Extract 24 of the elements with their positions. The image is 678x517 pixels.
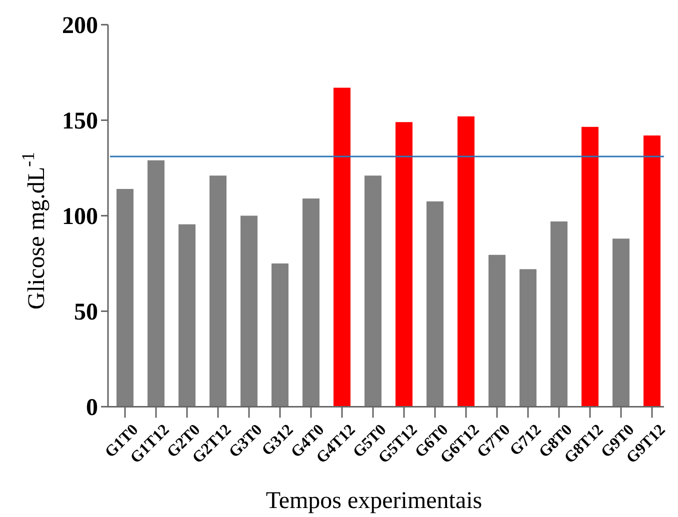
- bar: [334, 88, 350, 407]
- bar: [116, 188, 134, 407]
- x-axis-title: Tempos experimentais: [266, 488, 482, 514]
- bar: [364, 176, 382, 407]
- y-tick-label: 200: [62, 13, 98, 40]
- bar: [520, 269, 536, 407]
- bar: [644, 135, 660, 407]
- bar: [396, 122, 412, 407]
- bar: [240, 216, 258, 407]
- bar: [210, 176, 226, 407]
- y-tick-label: 50: [74, 300, 98, 326]
- y-tick-label: 150: [62, 108, 98, 135]
- bar: [426, 201, 444, 407]
- y-tick-label: 0: [86, 395, 98, 422]
- bar: [612, 238, 630, 407]
- y-tick-label: 100: [62, 204, 98, 230]
- bar: [302, 198, 320, 407]
- bar: [178, 224, 196, 407]
- bar: [272, 263, 288, 407]
- bar: [148, 160, 164, 407]
- bar: [582, 126, 598, 407]
- bar: [550, 221, 568, 407]
- bar: [488, 254, 506, 407]
- bar: [458, 116, 474, 407]
